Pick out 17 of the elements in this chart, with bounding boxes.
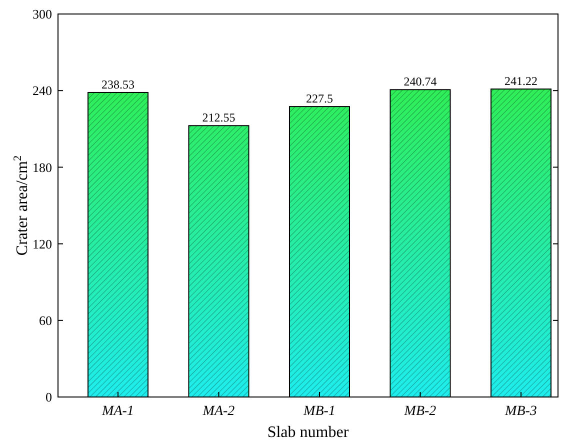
y-tick-label: 180	[32, 160, 52, 175]
x-tick-label: MB-3	[504, 404, 537, 419]
x-tick-label: MB-2	[403, 404, 436, 419]
x-tick-label: MB-1	[302, 404, 336, 419]
y-tick-label: 60	[39, 312, 52, 328]
y-tick-label: 300	[32, 6, 52, 22]
data-label: 238.53	[102, 77, 134, 92]
x-tick-label: MA-1	[101, 404, 134, 419]
y-tick-label: 240	[32, 83, 52, 98]
data-label: 212.55	[202, 110, 236, 125]
data-label: 241.22	[504, 74, 538, 88]
x-tick-label: MA-2	[202, 404, 235, 419]
x-axis-title: Slab number	[267, 424, 350, 441]
data-label: 227.5	[306, 92, 333, 106]
data-label: 240.74	[404, 74, 437, 89]
y-tick-label: 120	[32, 236, 52, 252]
y-tick-label: 0	[46, 390, 52, 405]
